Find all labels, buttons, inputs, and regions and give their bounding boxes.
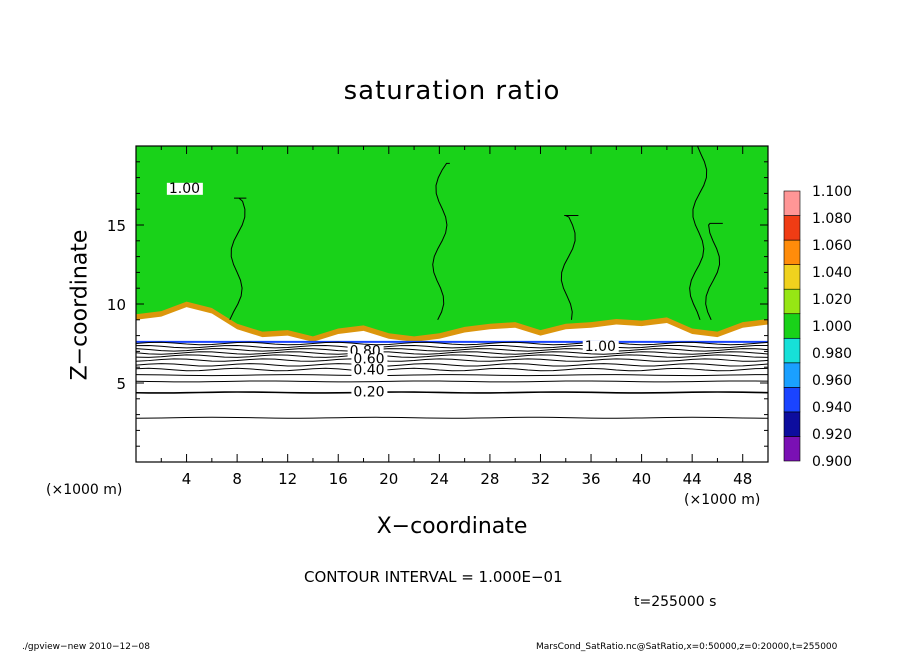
- x-tick-label: 40: [632, 470, 651, 488]
- contour-line-1-00: [560, 215, 579, 320]
- contour-line-1-00: [432, 162, 450, 321]
- contour-line: [135, 363, 769, 367]
- contour-line: [135, 341, 769, 346]
- contour-line: [135, 391, 769, 394]
- colorbar-label: 1.100: [812, 184, 852, 200]
- x-tick-label: 36: [581, 470, 600, 488]
- colorbar-segment: [783, 239, 801, 265]
- x-tick-label: 4: [182, 470, 192, 488]
- y-tick-label: 15: [107, 217, 126, 235]
- contour-line-1-00: [705, 222, 723, 321]
- contour-line: [135, 348, 769, 352]
- x-tick-label: 24: [430, 470, 449, 488]
- x-tick-label: 16: [329, 470, 348, 488]
- x-tick-label: 8: [232, 470, 242, 488]
- contour-label-bg: [351, 364, 388, 377]
- contour-line: [135, 354, 769, 358]
- colorbar-segment: [783, 264, 801, 290]
- contour-label: 0.40: [353, 363, 384, 379]
- colorbar-label: 1.000: [812, 319, 852, 335]
- supersaturated-band: [136, 301, 768, 344]
- contour-label: 1.00: [585, 339, 616, 355]
- x-tick-label: 48: [733, 470, 752, 488]
- y-tick-label: 5: [116, 375, 126, 393]
- colorbar-segment: [783, 411, 801, 437]
- contour-line: [135, 367, 769, 372]
- colorbar-label: 1.060: [812, 238, 852, 254]
- colorbar-segment: [783, 362, 801, 388]
- x-tick-label: 28: [480, 470, 499, 488]
- colorbar-segment: [783, 436, 801, 462]
- x-axis-label: X−coordinate: [376, 514, 528, 539]
- colorbar-segment: [783, 190, 801, 216]
- chart-title: saturation ratio: [343, 76, 561, 106]
- contour-label-bg: [351, 353, 388, 366]
- y-tick-label: 10: [107, 296, 126, 314]
- colorbar-segment: [783, 215, 801, 241]
- colorbar-label: 0.960: [812, 373, 852, 389]
- contour-line: [135, 380, 769, 383]
- colorbar-label: 0.920: [812, 427, 852, 443]
- x-unit-label-right: (×1000 m): [684, 492, 761, 508]
- contour-label: 0.60: [353, 351, 384, 367]
- contour-line: [135, 416, 769, 419]
- x-tick-label: 20: [379, 470, 398, 488]
- colorbar-segment: [783, 288, 801, 315]
- contour-line-1-00: [689, 145, 708, 320]
- time-label: t=255000 s: [634, 594, 717, 610]
- contour-label: 1.00: [169, 181, 200, 197]
- contour-line: [135, 344, 769, 349]
- colorbar-label: 1.040: [812, 265, 852, 281]
- contour-label-bg: [166, 182, 203, 195]
- contour-line: [135, 351, 769, 355]
- contour-label-bg: [351, 386, 388, 399]
- colorbar-segment: [783, 313, 801, 339]
- contour-line: [135, 358, 769, 362]
- x-unit-label-left: (×1000 m): [46, 482, 123, 498]
- colorbar-label: 1.080: [812, 211, 852, 227]
- footer-program-label: ./gpview−new 2010−12−08: [22, 642, 150, 652]
- colorbar-label: 1.020: [812, 292, 852, 308]
- colorbar-label: 0.940: [812, 400, 852, 416]
- contour-line: [135, 374, 769, 377]
- colorbar-segment: [783, 337, 801, 364]
- y-axis-label: Z−coordinate: [67, 229, 93, 381]
- x-tick-label: 44: [683, 470, 702, 488]
- colorbar-label: 0.900: [812, 454, 852, 470]
- contour-label: 0.20: [353, 385, 384, 401]
- contour-interval-label: CONTOUR INTERVAL = 1.000E−01: [304, 568, 563, 586]
- x-tick-label: 12: [278, 470, 297, 488]
- contour-line-1-00: [229, 197, 247, 321]
- footer-source-label: MarsCond_SatRatio.nc@SatRatio,x=0:50000,…: [536, 642, 838, 652]
- contour-label-bg: [582, 340, 619, 353]
- x-tick-label: 32: [531, 470, 550, 488]
- colorbar-label: 0.980: [812, 346, 852, 362]
- colorbar-segment: [783, 387, 801, 413]
